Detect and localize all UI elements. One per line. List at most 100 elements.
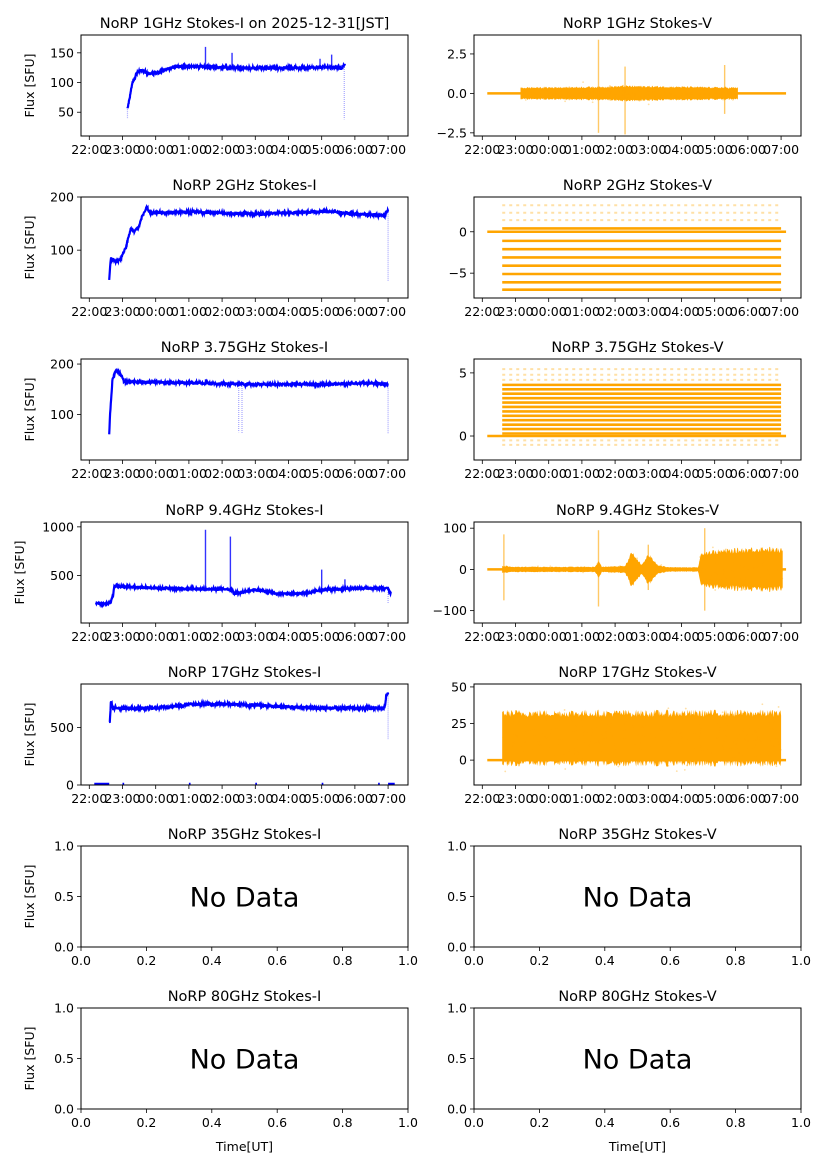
scatter-point — [608, 726, 611, 729]
scatter-point — [577, 751, 580, 754]
x-tick-label: 04:00 — [663, 629, 699, 644]
scatter-point — [670, 728, 673, 731]
scatter-point — [687, 738, 690, 741]
x-tick-label: 07:00 — [370, 142, 406, 157]
scatter-point — [570, 720, 573, 723]
scatter-point — [555, 569, 558, 572]
scatter-point — [588, 94, 591, 97]
scatter-point — [727, 93, 730, 96]
scatter-point — [547, 567, 550, 570]
scatter-point — [717, 93, 720, 95]
scatter-point — [538, 570, 541, 573]
scatter-point — [530, 96, 533, 99]
no-data-annotation: No Data — [583, 1045, 693, 1076]
x-tick-label: 01:00 — [171, 629, 207, 644]
scatter-point — [590, 721, 593, 724]
x-tick-label: 22:00 — [71, 466, 107, 481]
scatter-point — [579, 568, 582, 571]
scatter-point — [728, 582, 731, 585]
scatter-point — [720, 89, 723, 92]
scatter-point — [537, 565, 539, 568]
y-tick-label: 0.0 — [447, 1102, 467, 1117]
scatter-point — [560, 94, 563, 97]
scatter-point — [672, 736, 675, 739]
scatter-point — [571, 568, 574, 571]
scatter-point — [646, 94, 649, 96]
scatter-point — [602, 97, 605, 99]
scatter-point — [640, 742, 643, 744]
scatter-point — [772, 727, 775, 730]
y-tick-label: 1.0 — [447, 1001, 467, 1016]
scatter-point — [714, 572, 717, 575]
scatter-point — [684, 92, 687, 95]
scatter-point — [715, 92, 718, 95]
x-tick-label: 1.0 — [791, 1115, 811, 1130]
scatter-point — [537, 740, 540, 743]
scatter-point — [718, 579, 721, 582]
scatter-point — [539, 568, 542, 571]
y-tick-label: 1.0 — [54, 839, 74, 854]
scatter-point — [768, 754, 771, 757]
scatter-point — [558, 739, 561, 741]
scatter-point — [570, 744, 573, 747]
scatter-point — [633, 742, 636, 745]
scatter-point — [686, 568, 689, 571]
y-tick-label: 0 — [459, 224, 467, 239]
x-tick-label: 05:00 — [697, 142, 733, 157]
scatter-point — [781, 577, 784, 580]
y-axis-label: Flux [SFU] — [22, 1027, 37, 1091]
x-tick-label: 01:00 — [171, 304, 207, 319]
scatter-point — [531, 91, 534, 94]
scatter-point — [777, 706, 780, 708]
scatter-point — [741, 727, 744, 730]
scatter-point — [694, 87, 697, 89]
scatter-point — [700, 568, 703, 570]
scatter-point — [526, 568, 529, 571]
scatter-point — [664, 568, 666, 571]
scatter-point — [637, 734, 640, 737]
scatter-point — [622, 569, 625, 572]
axes-frame — [473, 1007, 802, 1110]
scatter-point — [672, 718, 674, 721]
scatter-point — [729, 93, 732, 96]
x-tick-label: 03:00 — [237, 629, 273, 644]
scatter-point — [583, 566, 586, 568]
scatter-point — [768, 740, 771, 742]
scatter-point — [535, 731, 538, 734]
stokes-v-band — [502, 546, 783, 593]
scatter-point — [678, 567, 681, 570]
scatter-point — [666, 764, 669, 767]
x-tick-label: 02:00 — [597, 629, 633, 644]
scatter-point — [651, 562, 654, 564]
scatter-point — [642, 734, 645, 737]
scatter-point — [605, 567, 608, 570]
scatter-point — [670, 568, 672, 570]
scatter-point — [718, 726, 721, 729]
scatter-point — [627, 568, 630, 571]
scatter-point — [567, 93, 570, 95]
x-tick-label: 02:00 — [204, 466, 240, 481]
scatter-point — [604, 568, 606, 571]
x-tick-label: 00:00 — [138, 304, 174, 319]
scatter-point — [692, 569, 695, 572]
scatter-point — [720, 94, 723, 97]
x-tick-label: 02:00 — [204, 304, 240, 319]
scatter-point — [514, 569, 517, 572]
scatter-point — [650, 573, 653, 575]
scatter-point — [610, 570, 613, 573]
scatter-point — [743, 567, 746, 570]
scatter-point — [599, 573, 602, 575]
x-tick-label: 00:00 — [138, 466, 174, 481]
scatter-point — [592, 567, 595, 570]
scatter-point — [629, 95, 632, 98]
scatter-point — [761, 568, 764, 571]
scatter-point — [660, 569, 663, 572]
scatter-point — [512, 741, 515, 744]
x-tick-label: 05:00 — [304, 304, 340, 319]
scatter-point — [739, 578, 742, 580]
scatter-point — [517, 570, 519, 573]
scatter-point — [631, 724, 633, 727]
scatter-point — [773, 746, 775, 748]
scatter-point — [511, 720, 514, 723]
scatter-point — [593, 91, 596, 94]
